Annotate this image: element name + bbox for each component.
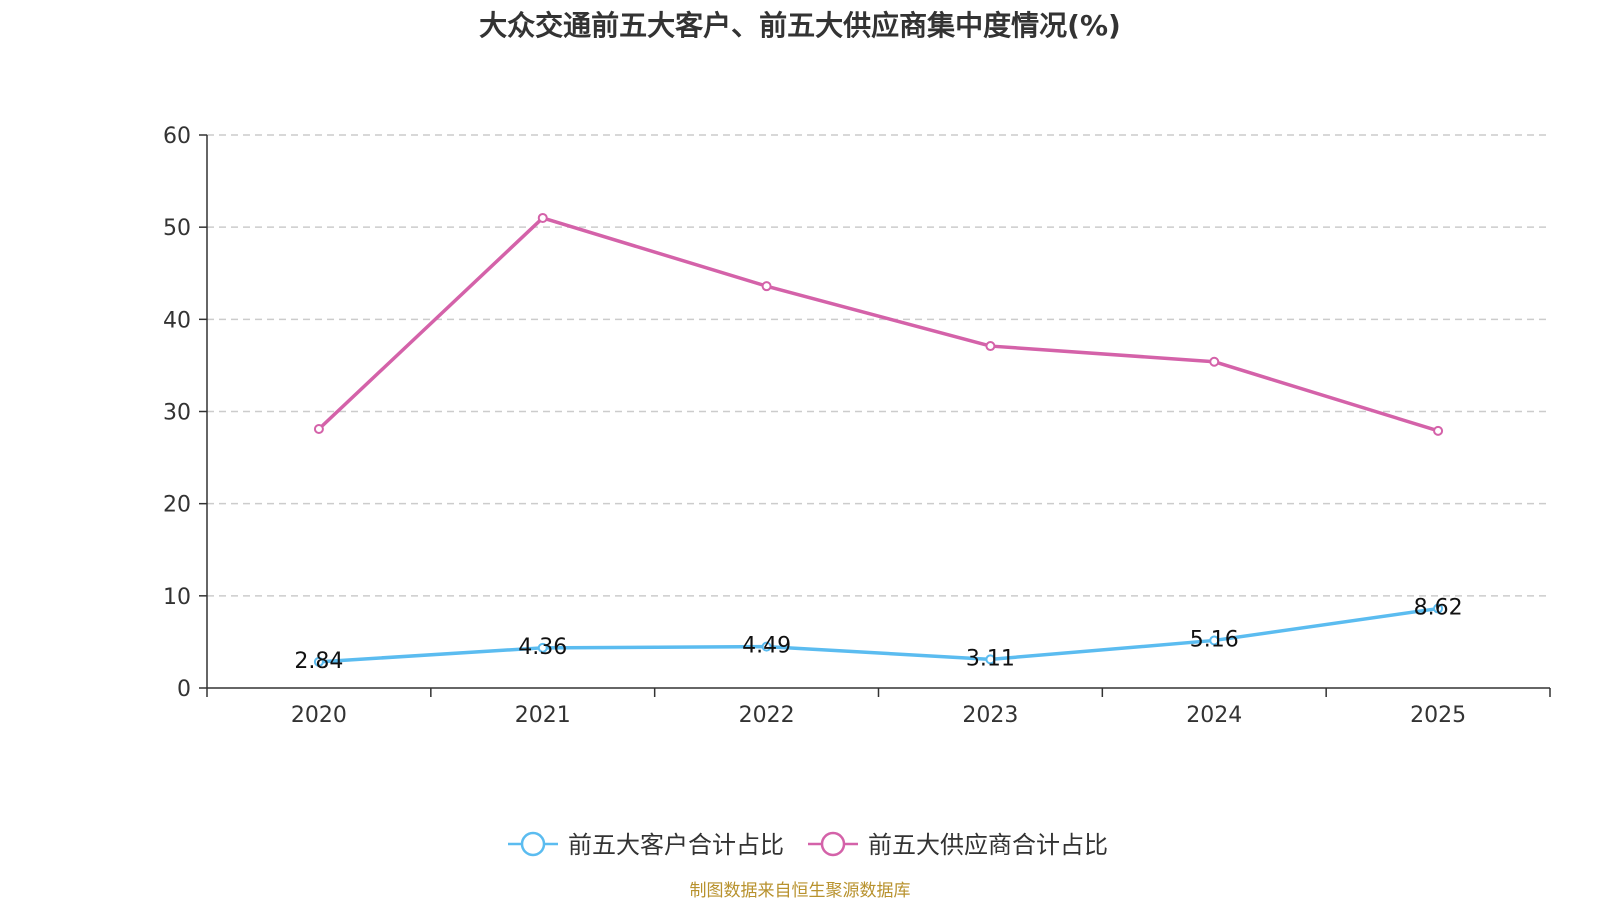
legend-label: 前五大供应商合计占比 — [868, 831, 1108, 859]
legend-label: 前五大客户合计占比 — [568, 831, 784, 859]
y-tick-label: 60 — [163, 124, 191, 149]
y-tick-label: 50 — [163, 216, 191, 241]
data-point[interactable] — [761, 281, 772, 292]
data-label: 2.84 — [294, 649, 343, 674]
data-point[interactable] — [1433, 603, 1444, 614]
data-labels: 2.84 4.36 4.49 3.11 5.16 8.62 — [294, 596, 1462, 674]
data-point[interactable] — [313, 424, 324, 435]
data-point[interactable] — [537, 642, 548, 653]
x-tick-label: 2024 — [1186, 703, 1242, 728]
y-tick-label: 0 — [177, 677, 191, 702]
axes: 0 10 20 30 40 50 60 2020 2021 2022 2023 2024 2025 — [163, 124, 1551, 728]
data-label: 3.11 — [966, 646, 1015, 671]
legend-item[interactable]: 前五大供应商合计占比 — [808, 831, 1108, 859]
series-line — [318, 606, 1439, 664]
x-tick-label: 2023 — [962, 703, 1018, 728]
y-tick-label: 10 — [163, 585, 191, 610]
grid-lines — [207, 134, 1550, 597]
data-point[interactable] — [985, 654, 996, 665]
data-label: 8.62 — [1414, 596, 1463, 621]
y-tick-label: 40 — [163, 308, 191, 333]
y-tick-label: 20 — [163, 493, 191, 518]
series-line — [317, 216, 1439, 433]
legend[interactable]: 前五大客户合计占比 前五大供应商合计占比 — [508, 831, 1108, 859]
x-tick-label: 2020 — [291, 703, 347, 728]
data-label: 5.16 — [1190, 627, 1239, 652]
data-label: 4.36 — [518, 635, 567, 660]
x-tick-label: 2025 — [1410, 703, 1466, 728]
data-point[interactable] — [985, 341, 996, 352]
data-point[interactable] — [1433, 425, 1444, 436]
data-point[interactable] — [537, 212, 548, 223]
data-point[interactable] — [313, 656, 324, 667]
data-point[interactable] — [1209, 635, 1220, 646]
legend-marker-icon — [520, 831, 546, 857]
legend-marker-icon — [820, 831, 846, 857]
x-tick-label: 2021 — [515, 703, 571, 728]
source-note: 制图数据来自恒生聚源数据库 — [689, 881, 911, 901]
y-tick-label: 30 — [163, 401, 191, 426]
series — [313, 212, 1444, 667]
legend-item[interactable]: 前五大客户合计占比 — [508, 831, 784, 859]
data-point[interactable] — [1209, 356, 1220, 367]
data-point[interactable] — [761, 641, 772, 652]
chart-title: 大众交通前五大客户、前五大供应商集中度情况(%) — [479, 9, 1121, 42]
data-label: 4.49 — [742, 634, 791, 659]
x-tick-label: 2022 — [739, 703, 795, 728]
